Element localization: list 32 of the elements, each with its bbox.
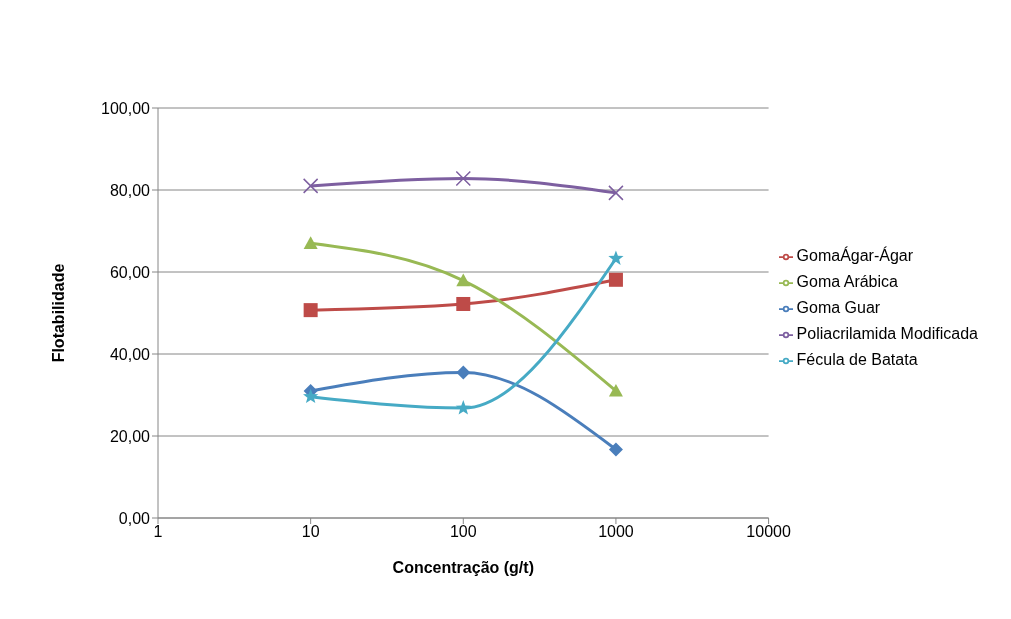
- y-tick-label: 80,00: [109, 181, 151, 199]
- y-tick-label: 100,00: [101, 99, 151, 117]
- legend-label: GomaÁgar-Ágar: [796, 247, 914, 264]
- y-tick-label: 0,00: [118, 509, 151, 527]
- point: [455, 400, 471, 415]
- point: [608, 442, 623, 457]
- x-tick-label: 100: [449, 523, 477, 541]
- point: [455, 170, 472, 187]
- point: [303, 388, 319, 404]
- point: [302, 178, 319, 194]
- point: [456, 365, 471, 380]
- legend-label: Fécula de Batata: [796, 351, 918, 368]
- x-tick-label: 1000: [598, 523, 634, 541]
- point: [456, 296, 471, 311]
- x-tick-label: 10000: [746, 523, 791, 541]
- x-tick-label: 10: [301, 523, 320, 541]
- legend-label: Goma Guar: [796, 299, 881, 316]
- x-tick-label: 1: [153, 523, 163, 541]
- y-tick-label: 20,00: [109, 427, 151, 445]
- point: [608, 383, 623, 397]
- point: [608, 185, 624, 201]
- y-tick-label: 40,00: [109, 345, 151, 363]
- x-axis-title: Concentração (g/t): [392, 559, 534, 576]
- point: [303, 236, 318, 249]
- legend-label: Goma Arábica: [796, 273, 898, 290]
- point: [608, 250, 624, 265]
- y-axis-title: Flotabilidade: [49, 263, 67, 363]
- point: [303, 303, 318, 318]
- y-tick-label: 60,00: [109, 263, 151, 281]
- legend-label: Poliacrilamida Modificada: [796, 325, 978, 342]
- point: [456, 273, 471, 287]
- point: [608, 272, 623, 287]
